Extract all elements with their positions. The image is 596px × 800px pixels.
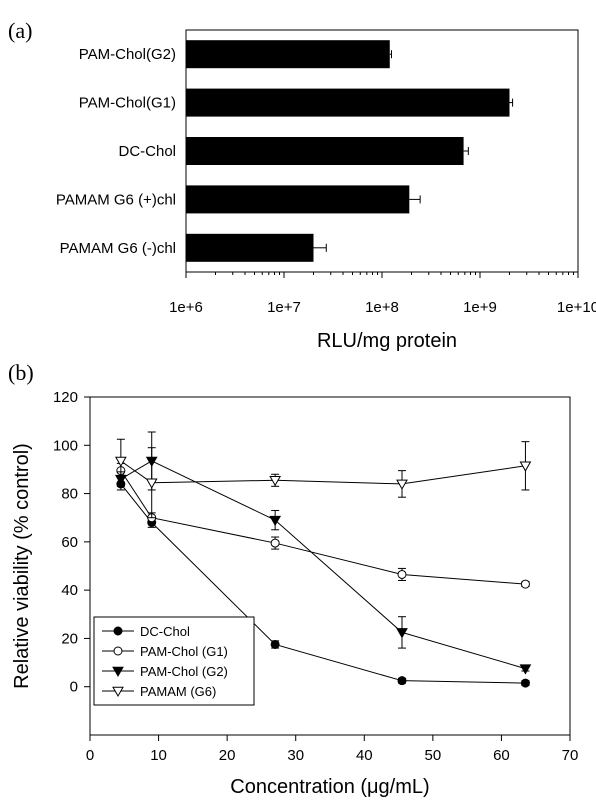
- legend-label-pam-chol-g2: PAM-Chol (G2): [140, 664, 228, 679]
- series-line-pamam-g6: [120, 460, 526, 485]
- category-label-dc-chol: DC-Chol: [118, 143, 176, 160]
- data-point-pam-chol-g1: [397, 569, 407, 579]
- data-point-pamam-g6: [114, 456, 127, 467]
- data-point-pam-chol-g1: [520, 579, 530, 589]
- y-tick-label-60: 60: [61, 534, 78, 551]
- series-pam-chol-g2: [114, 431, 532, 675]
- data-point-dc-chol: [270, 639, 280, 649]
- data-point-pamam-g6: [519, 461, 532, 472]
- y-tick-label-20: 20: [61, 630, 78, 647]
- panel-a-bar-chart: (a) PAM-Chol(G2) PAM-Chol(G1) DC-Chol PAMAM…: [8, 18, 596, 352]
- category-label-pam-chol-g2: PAM-Chol(G2): [79, 46, 176, 63]
- bar-pam-chol-g2: [186, 40, 390, 69]
- panel-b-label: (b): [8, 360, 34, 385]
- data-point-pamam-g6: [145, 478, 158, 489]
- legend-label-dc-chol: DC-Chol: [140, 624, 190, 639]
- bar-dc-chol: [186, 137, 464, 165]
- data-point-dc-chol: [397, 676, 407, 686]
- category-label-pam-chol-g1: PAM-Chol(G1): [79, 95, 176, 112]
- category-label-pamam-g6-chl: PAMAM G6 (+)chl: [56, 191, 176, 208]
- data-point-pam-chol-g2: [396, 628, 408, 639]
- bar-pamam-g6-chl: [186, 233, 314, 262]
- x-tick-label-1e-10: 1e+10: [557, 299, 596, 316]
- x-tick-label-1e-9: 1e+9: [463, 299, 497, 316]
- panel-a-axes-frame: [185, 29, 579, 273]
- panel-a-bars: [186, 40, 510, 262]
- panel-a-error-bars: [313, 50, 514, 252]
- series-pamam-g6: [114, 438, 532, 519]
- data-point-pamam-g6: [269, 476, 282, 487]
- panel-a-label: (a): [8, 18, 32, 43]
- legend-marker-dc-chol: [113, 626, 123, 636]
- x-tick-label-1e-7: 1e+7: [267, 299, 301, 316]
- panel-b-y-axis-title: Relative viability (% control): [11, 443, 33, 689]
- x-tick-label-1e-6: 1e+6: [169, 299, 203, 316]
- data-point-pamam-g6: [396, 479, 408, 490]
- x-tick-label-70: 70: [562, 747, 579, 764]
- x-tick-label-60: 60: [493, 747, 510, 764]
- x-tick-label-0: 0: [86, 747, 94, 764]
- x-tick-label-30: 30: [287, 747, 304, 764]
- panel-b-line-chart: (b) 0 10 20 30 40 50 60 70 0 20 40 60 80 100 120 DC-Ch…: [8, 360, 578, 798]
- series-dc-chol: [116, 477, 530, 688]
- legend-marker-pam-chol-g2: [112, 666, 124, 678]
- x-tick-label-10: 10: [150, 747, 167, 764]
- x-tick-label-1e-8: 1e+8: [365, 299, 399, 316]
- category-label-pamam-g6-chl: PAMAM G6 (-)chl: [60, 240, 176, 257]
- x-tick-label-20: 20: [219, 747, 236, 764]
- y-tick-label-0: 0: [70, 679, 78, 696]
- panel-a-x-ticks: 1e+6 1e+7 1e+8 1e+9 1e+10: [169, 272, 596, 316]
- bar-pamam-g6-chl: [186, 185, 410, 214]
- x-tick-label-40: 40: [356, 747, 373, 764]
- y-tick-label-80: 80: [61, 486, 78, 503]
- legend-marker-pam-chol-g1: [113, 646, 123, 656]
- legend-marker-pamam-g6: [112, 686, 124, 698]
- y-tick-label-40: 40: [61, 582, 78, 599]
- data-point-pam-chol-g2: [519, 664, 532, 675]
- series-pam-chol-g1: [116, 462, 530, 589]
- data-point-dc-chol: [520, 678, 530, 688]
- panel-a-x-axis-title: RLU/mg protein: [317, 330, 457, 352]
- panel-b-x-axis-title: Concentration (μg/mL): [230, 776, 429, 798]
- legend-label-pamam-g6: PAMAM (G6): [140, 684, 216, 699]
- panel-b-axis-ticks: 0 10 20 30 40 50 60 70 0 20 40 60 80 100 120: [53, 389, 578, 764]
- panel-b-legend: DC-Chol PAM-Chol (G1) PAM-Chol (G2) PAMAM (…: [93, 616, 255, 706]
- series-line-pam-chol-g1: [120, 470, 526, 585]
- x-tick-label-50: 50: [425, 747, 442, 764]
- bar-pam-chol-g1: [186, 88, 510, 117]
- y-tick-label-100: 100: [53, 437, 78, 454]
- panel-a-category-labels: PAM-Chol(G2) PAM-Chol(G1) DC-Chol PAMAM G6 …: [56, 46, 176, 257]
- panel-b-axes-frame: [89, 396, 571, 736]
- y-tick-label-120: 120: [53, 389, 78, 406]
- data-point-pam-chol-g2: [269, 515, 282, 527]
- data-point-pam-chol-g1: [270, 538, 280, 548]
- legend-label-pam-chol-g1: PAM-Chol (G1): [140, 644, 228, 659]
- panel-b-series: [114, 431, 532, 688]
